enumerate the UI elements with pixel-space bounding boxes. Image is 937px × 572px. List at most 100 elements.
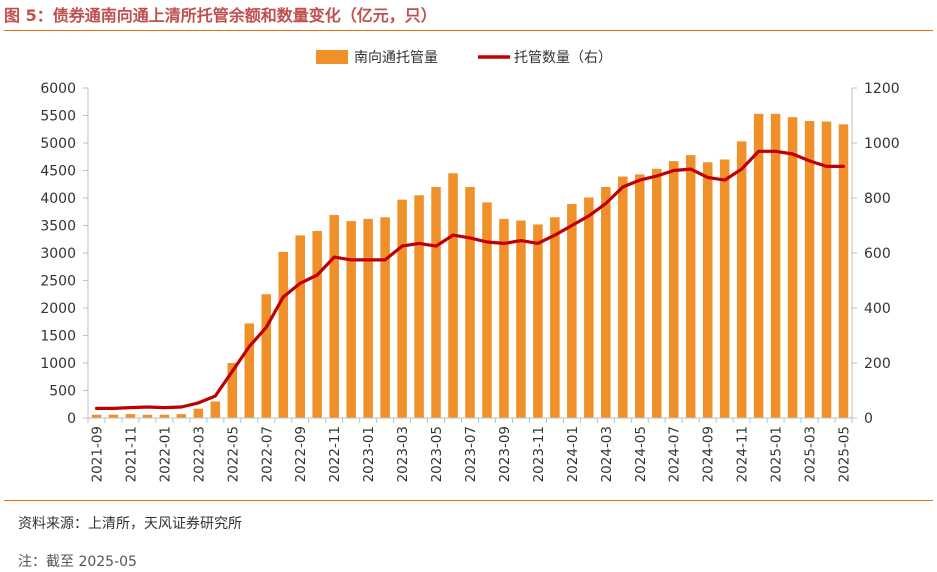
y-right-tick-label: 1200 xyxy=(864,81,900,97)
bar xyxy=(210,401,221,418)
bar xyxy=(176,414,187,418)
y-right-tick-label: 800 xyxy=(864,191,891,207)
y-left-tick-label: 0 xyxy=(67,411,76,427)
bar xyxy=(363,218,373,418)
date-note: 注：截至 2025-05 xyxy=(18,554,137,570)
bar xyxy=(584,197,594,418)
y-left-tick-label: 4000 xyxy=(40,191,76,207)
x-tick-label: 2022-01 xyxy=(157,426,173,482)
bar xyxy=(821,121,832,419)
y-left-tick-label: 3000 xyxy=(40,246,76,262)
bar xyxy=(601,187,611,418)
y-right-tick-label: 0 xyxy=(864,411,873,427)
y-left-tick-label: 1000 xyxy=(40,356,76,372)
bar xyxy=(346,221,356,418)
bar xyxy=(702,162,713,418)
y-right-tick-label: 400 xyxy=(864,301,891,317)
bar xyxy=(838,124,849,419)
bar xyxy=(685,155,696,418)
legend-bar-swatch xyxy=(316,50,348,64)
bar-series xyxy=(91,113,849,419)
x-tick-label: 2023-05 xyxy=(429,426,445,482)
bar xyxy=(414,195,424,418)
bar xyxy=(227,363,238,418)
footer-rule xyxy=(4,500,933,501)
bar xyxy=(567,204,577,418)
bar xyxy=(108,414,119,418)
bar xyxy=(329,215,339,418)
bar xyxy=(499,218,509,418)
y-right-tick-label: 600 xyxy=(864,246,891,262)
x-tick-label: 2024-07 xyxy=(667,426,683,482)
legend-bar-label: 南向通托管量 xyxy=(354,50,438,66)
bar xyxy=(719,159,730,418)
legend: 南向通托管量 托管数量（右） xyxy=(316,50,612,66)
x-tick-label: 2023-11 xyxy=(531,426,547,482)
bar xyxy=(753,113,764,418)
bar xyxy=(125,414,136,418)
y-left-tick-label: 3500 xyxy=(40,219,76,235)
y-left-tick-label: 1500 xyxy=(40,329,76,345)
x-tick-label: 2024-05 xyxy=(633,426,649,482)
x-tick-label: 2022-09 xyxy=(293,426,309,482)
bar xyxy=(295,235,305,418)
bar xyxy=(618,176,628,418)
bar xyxy=(533,224,543,418)
x-tick-label: 2024-01 xyxy=(565,426,581,482)
y-left-tick-label: 2500 xyxy=(40,274,76,290)
bar xyxy=(312,231,322,418)
title-rule xyxy=(4,30,933,31)
y-right-tick-label: 1000 xyxy=(864,136,900,152)
x-tick-label: 2022-05 xyxy=(225,426,241,482)
bar xyxy=(668,161,679,418)
x-tick-label: 2023-09 xyxy=(497,426,513,482)
bar xyxy=(635,174,645,418)
bar xyxy=(804,121,815,418)
bar xyxy=(736,141,747,418)
bar xyxy=(380,217,390,418)
x-axis: 2021-09 2021-11 2022-01 2022-03 2022-05 2022-… xyxy=(87,418,853,482)
y-left-tick-label: 500 xyxy=(49,384,76,400)
bar xyxy=(91,414,102,418)
x-tick-label: 2023-07 xyxy=(463,426,479,482)
legend-line-label: 托管数量（右） xyxy=(514,50,612,66)
x-tick-label: 2022-07 xyxy=(259,426,275,482)
bar xyxy=(770,113,781,418)
x-tick-label: 2025-05 xyxy=(837,426,853,482)
y-left-tick-label: 2000 xyxy=(40,301,76,317)
bar xyxy=(516,220,526,418)
bar xyxy=(465,187,475,418)
bar xyxy=(278,251,288,418)
bar xyxy=(244,323,255,418)
bar xyxy=(787,117,798,419)
x-tick-label: 2025-03 xyxy=(803,426,819,482)
bar xyxy=(193,408,204,418)
x-tick-label: 2025-01 xyxy=(769,426,785,482)
custody-count-line xyxy=(94,149,846,410)
bar xyxy=(482,202,492,418)
bar xyxy=(261,294,272,418)
figure-title: 图 5：债券通南向通上清所托管余额和数量变化（亿元，只） xyxy=(4,6,437,25)
line-series xyxy=(94,149,846,410)
x-tick-label: 2024-09 xyxy=(701,426,717,482)
y-left-tick-label: 5000 xyxy=(40,136,76,152)
x-tick-label: 2024-03 xyxy=(599,426,615,482)
y-left-tick-label: 6000 xyxy=(40,81,76,97)
x-tick-label: 2021-09 xyxy=(89,426,105,482)
x-tick-label: 2023-03 xyxy=(395,426,411,482)
bar xyxy=(397,199,407,418)
y-right-tick-label: 200 xyxy=(864,356,891,372)
y-axis-right: 0 200 400 600 800 1000 1200 xyxy=(852,81,900,427)
x-tick-label: 2024-11 xyxy=(735,426,751,482)
bar xyxy=(431,187,441,418)
x-tick-label: 2022-11 xyxy=(327,426,343,482)
y-left-tick-label: 4500 xyxy=(40,164,76,180)
bar xyxy=(142,414,153,418)
bar xyxy=(159,414,170,418)
x-tick-label: 2022-03 xyxy=(191,426,207,482)
x-tick-label: 2023-01 xyxy=(361,426,377,482)
bar xyxy=(448,173,458,418)
source-note: 资料来源：上清所，天风证券研究所 xyxy=(18,516,242,532)
x-tick-label: 2021-11 xyxy=(123,426,139,482)
bar xyxy=(550,217,560,418)
